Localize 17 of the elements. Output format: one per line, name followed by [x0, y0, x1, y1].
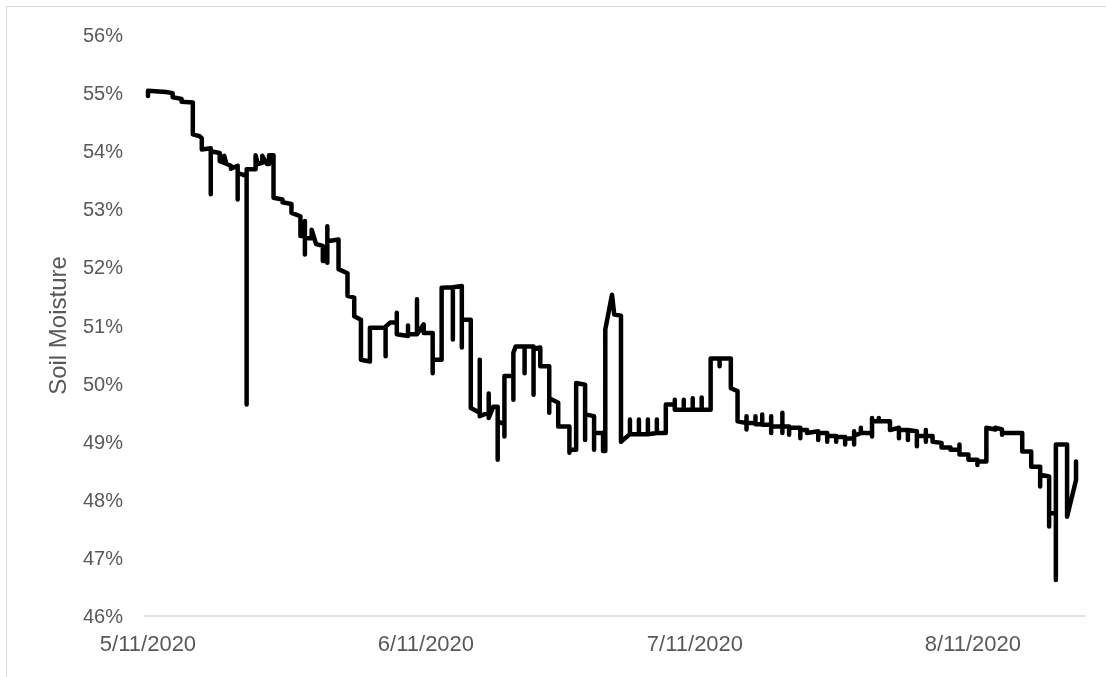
- y-tick-label: 54%: [82, 140, 124, 163]
- x-tick-label: 7/11/2020: [646, 630, 744, 656]
- y-tick-label: 49%: [82, 430, 124, 453]
- y-tick-label: 53%: [82, 198, 124, 221]
- line-series: [145, 88, 1079, 583]
- y-tick-label: 55%: [82, 82, 124, 105]
- x-tick-label: 6/11/2020: [377, 630, 475, 656]
- x-tick-label: 5/11/2020: [99, 630, 197, 656]
- y-axis-title: Soil Moisture: [43, 256, 71, 395]
- y-tick-label: 50%: [82, 372, 124, 395]
- y-tick-label: 52%: [82, 256, 124, 279]
- x-tick-label: 8/11/2020: [924, 630, 1022, 656]
- y-tick-label: 51%: [82, 314, 124, 337]
- y-tick-label: 56%: [82, 24, 124, 46]
- y-tick-label: 46%: [82, 605, 124, 627]
- y-tick-label: 47%: [82, 546, 124, 569]
- y-tick-label: 48%: [82, 488, 124, 511]
